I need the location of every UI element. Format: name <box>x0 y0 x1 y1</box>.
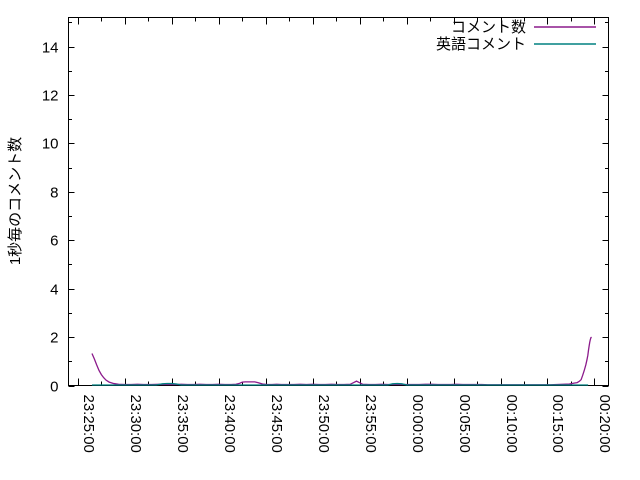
x-tick-label: 00:05:00 <box>456 395 473 453</box>
plot-frame <box>67 16 610 387</box>
plot-border <box>67 16 610 387</box>
x-tick-label: 23:35:00 <box>174 395 191 453</box>
x-tick-label: 23:55:00 <box>362 395 379 453</box>
y-tick-label: 0 <box>50 379 58 396</box>
y-axis-title-label: 1秒毎のコメント数 <box>7 137 24 265</box>
y-tick-label: 8 <box>50 185 58 202</box>
y-axis-title: 1秒毎のコメント数 <box>7 137 24 265</box>
x-tick-label: 23:25:00 <box>80 395 97 453</box>
data-series <box>91 336 592 386</box>
y-tick-label: 2 <box>50 330 58 347</box>
x-tick-label: 23:30:00 <box>127 395 144 453</box>
series-line-1 <box>91 336 592 386</box>
y-tick-label: 12 <box>42 88 59 105</box>
y-tick-label: 14 <box>42 40 59 57</box>
x-tick-label: 00:15:00 <box>549 395 566 453</box>
series-line-2 <box>91 382 589 386</box>
y-axis-ticks: 0 2 4 6 8 10 12 14 <box>42 21 609 396</box>
x-tick-label: 23:45:00 <box>268 395 285 453</box>
x-tick-label: 23:40:00 <box>221 395 238 453</box>
x-tick-label: 23:50:00 <box>315 395 332 453</box>
y-tick-label: 10 <box>42 136 59 153</box>
legend-label-2: 英語コメント <box>436 35 526 53</box>
x-tick-label: 00:20:00 <box>596 395 613 453</box>
x-axis-ticks: 23:25:00 23:30:00 23:35:00 23:40:00 23:45:00… <box>77 17 613 453</box>
x-tick-label: 00:00:00 <box>409 395 426 453</box>
legend-label-1: コメント数 <box>451 19 526 36</box>
y-tick-label: 4 <box>50 282 58 299</box>
y-tick-label: 6 <box>50 233 58 250</box>
x-tick-label: 00:10:00 <box>503 395 520 453</box>
